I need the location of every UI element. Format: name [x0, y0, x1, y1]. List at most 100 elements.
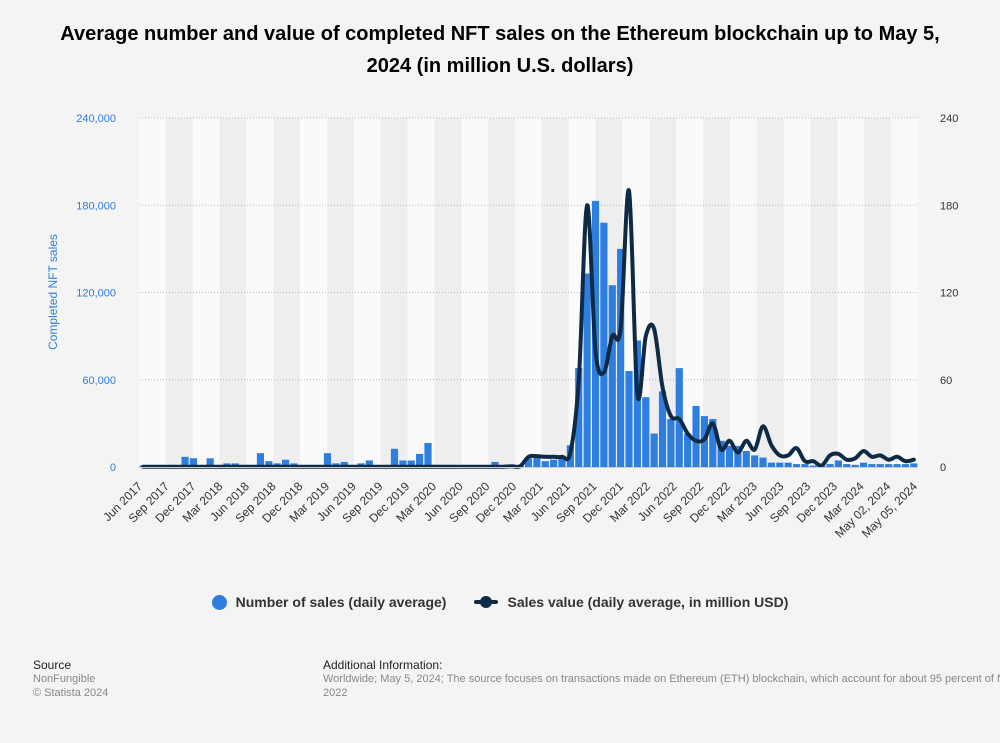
- bar: [206, 458, 214, 467]
- legend: Number of sales (daily average) Sales va…: [0, 594, 1000, 610]
- bar: [751, 455, 759, 467]
- bar: [859, 462, 868, 467]
- bar: [541, 461, 549, 467]
- plot-band: [139, 118, 166, 467]
- bar: [416, 453, 424, 467]
- bar: [801, 464, 809, 467]
- bar: [625, 371, 633, 467]
- bar: [885, 464, 893, 467]
- bar: [717, 440, 725, 467]
- plot-band: [461, 118, 489, 467]
- plot-band: [165, 118, 193, 467]
- bar: [323, 453, 332, 467]
- plot-band: [488, 118, 516, 467]
- additional-info-block: Additional Information: Worldwide; May 5…: [323, 658, 1000, 700]
- legend-label-sales: Number of sales (daily average): [235, 594, 447, 610]
- bar: [759, 457, 767, 467]
- bar: [407, 460, 415, 467]
- bar: [910, 463, 918, 467]
- bar: [725, 445, 734, 467]
- bar: [265, 461, 273, 467]
- bar: [684, 433, 692, 467]
- y-tick-label-left: 240,000: [76, 113, 116, 125]
- bar: [633, 340, 641, 467]
- bar: [642, 397, 650, 467]
- plot-band: [541, 118, 569, 467]
- sales-value-line: [141, 188, 916, 469]
- bar: [340, 461, 348, 467]
- legend-item-value[interactable]: Sales value (daily average, in million U…: [474, 594, 788, 610]
- plot-band: [192, 118, 220, 467]
- plot-band: [434, 118, 462, 467]
- bar: [876, 464, 884, 467]
- bar: [524, 458, 533, 467]
- y-tick-label-left: 60,000: [82, 375, 116, 387]
- plot-band: [783, 118, 811, 467]
- plot-band: [729, 118, 757, 467]
- plot-band: [756, 118, 784, 467]
- y-axis-right: 0 60 120 180 240: [940, 113, 958, 474]
- bar: [893, 464, 901, 467]
- bar: [742, 451, 750, 467]
- y-tick-label-right: 240: [940, 113, 958, 125]
- plot-band: [703, 118, 730, 467]
- plot-band: [515, 118, 542, 467]
- bar: [901, 464, 910, 467]
- bar: [826, 464, 834, 467]
- bar: [399, 460, 407, 467]
- additional-info-text: Worldwide; May 5, 2024; The source focus…: [323, 673, 1000, 685]
- bar: [424, 443, 432, 467]
- bar: [281, 459, 290, 467]
- legend-label-value: Sales value (daily average, in million U…: [507, 594, 789, 610]
- bar: [784, 462, 792, 467]
- bar: [365, 460, 373, 467]
- y-tick-label-left: 180,000: [76, 200, 116, 212]
- bar: [692, 405, 700, 467]
- bar: [851, 464, 859, 467]
- bar: [617, 248, 625, 467]
- y-tick-label-right: 180: [940, 200, 958, 212]
- y-axis-title: Completed NFT sales: [46, 234, 60, 350]
- bar: [843, 464, 851, 467]
- bar: [734, 445, 742, 467]
- bar: [558, 458, 566, 467]
- legend-dot-icon: [211, 594, 227, 610]
- copyright: © Statista 2024: [33, 687, 109, 699]
- bar: [776, 462, 784, 467]
- chart-svg: 0 60,000 120,000 180,000 240,000 0 60 120 180 24…: [46, 113, 958, 541]
- y-tick-label-left: 0: [110, 462, 116, 474]
- bar: [809, 465, 817, 467]
- legend-item-sales[interactable]: Number of sales (daily average): [211, 594, 447, 610]
- bar: [189, 458, 198, 467]
- y-tick-label-right: 0: [940, 462, 946, 474]
- bar: [256, 453, 265, 467]
- bar: [608, 285, 616, 467]
- bar: [600, 222, 608, 467]
- source-name: NonFungible: [33, 673, 96, 685]
- source-heading: Source: [33, 658, 72, 672]
- bar: [575, 368, 583, 467]
- y-axis-left: 0 60,000 120,000 180,000 240,000: [76, 113, 116, 474]
- y-tick-label-right: 120: [940, 288, 958, 300]
- chart-title: Average number and value of completed NF…: [60, 23, 940, 77]
- bar: [491, 461, 499, 467]
- bar: [550, 459, 558, 467]
- line-series: [141, 188, 916, 469]
- bar: [583, 273, 591, 467]
- y-tick-label-right: 60: [940, 375, 952, 387]
- bar: [390, 448, 399, 467]
- source-block: Source NonFungible © Statista 2024: [33, 658, 108, 700]
- bar: [667, 419, 675, 467]
- legend-line-icon: [474, 596, 499, 608]
- bar: [650, 433, 658, 467]
- bar: [658, 391, 667, 467]
- bar: [834, 460, 843, 467]
- bar: [533, 456, 541, 467]
- additional-info-text-line2: 2022: [323, 687, 348, 699]
- y-tick-label-left: 120,000: [76, 288, 116, 300]
- additional-info-heading: Additional Information:: [323, 658, 443, 672]
- bar: [767, 462, 776, 467]
- plot-bands: [139, 118, 918, 467]
- bar: [181, 456, 189, 467]
